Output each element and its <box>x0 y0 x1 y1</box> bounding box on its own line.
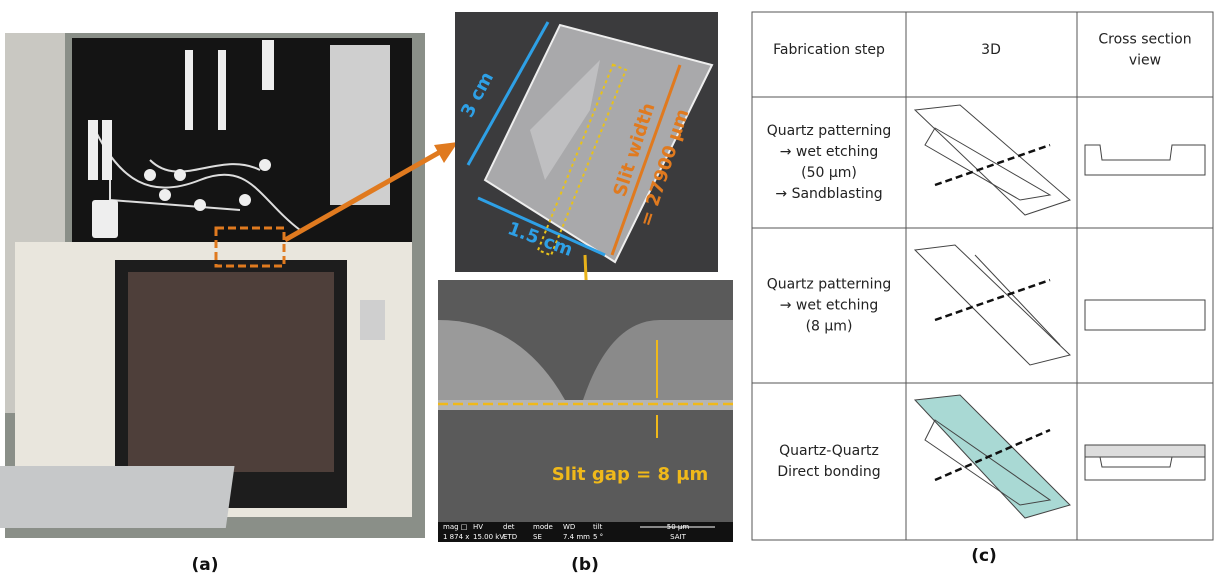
table-cell-text: Quartz patterning <box>767 123 892 139</box>
table-cell-text: → wet etching <box>780 298 879 314</box>
panel-label: (a) <box>191 555 218 575</box>
info-item: SE <box>533 533 542 541</box>
table-cell-text: Cross section <box>1098 32 1191 48</box>
table-text: Fabrication step 3D Cross section view Quart… <box>767 32 1192 481</box>
info-item: WD <box>563 523 575 531</box>
table-cell-text: → wet etching <box>780 144 879 160</box>
info-item: ETD <box>503 533 517 541</box>
lab-label: SAIT <box>670 533 686 541</box>
info-item: 7.4 mm <box>563 533 590 541</box>
panel-label: (c) <box>971 546 997 566</box>
info-item: mode <box>533 523 553 531</box>
info-item: mag □ <box>443 523 467 531</box>
table-cell-text: Fabrication step <box>773 42 885 58</box>
info-item: det <box>503 523 515 531</box>
slit-gap-label: Slit gap = 8 μm <box>552 464 709 485</box>
table-cell-text: view <box>1129 53 1161 69</box>
panel-label: (b) <box>571 555 599 575</box>
info-item: 5 ° <box>593 533 603 541</box>
info-item: 15.00 kV <box>473 533 504 541</box>
scale-label: 50 μm <box>667 523 690 531</box>
table-cell-text: Quartz-Quartz <box>779 443 879 459</box>
table-cell-text: (50 μm) <box>801 165 857 181</box>
figure: 3 cm 1.5 cm Slit width = 27900 μm Slit g… <box>0 0 1216 577</box>
info-item: 1 874 x <box>443 533 469 541</box>
table-cell-text: (8 μm) <box>806 319 853 335</box>
instrument-photo <box>0 33 458 538</box>
table-cell-text: Direct bonding <box>777 464 880 480</box>
table-cell-text: → Sandblasting <box>775 186 882 202</box>
info-item: tilt <box>593 523 603 531</box>
table-cell-text: 3D <box>981 42 1001 58</box>
table-cell-text: Quartz patterning <box>767 277 892 293</box>
info-item: HV <box>473 523 483 531</box>
table-illustrations <box>915 105 1205 518</box>
sem-image: Slit gap = 8 μm mag □ HV det mode WD tilt 1 87… <box>438 280 733 542</box>
